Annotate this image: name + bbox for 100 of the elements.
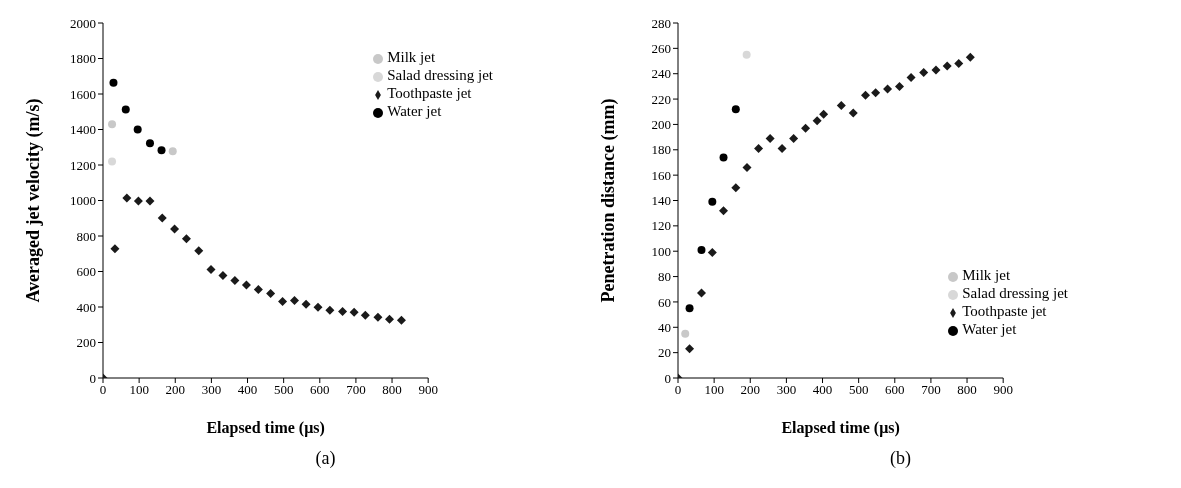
- legend-label: Salad dressing jet: [387, 67, 493, 83]
- y-tick-label: 1000: [70, 193, 96, 209]
- point: [145, 139, 154, 148]
- point: [230, 276, 240, 286]
- point: [819, 109, 829, 119]
- y-tick-label: 1600: [70, 86, 96, 102]
- point: [145, 196, 155, 206]
- point: [241, 280, 251, 290]
- y-tick-label: 600: [76, 264, 96, 280]
- x-tick-label: 100: [704, 382, 724, 398]
- y-tick-label: 120: [651, 218, 671, 234]
- point: [109, 78, 118, 87]
- point: [765, 133, 775, 143]
- y-tick-label: 280: [651, 15, 671, 31]
- y-tick-label: 160: [651, 167, 671, 183]
- point: [396, 315, 406, 325]
- y-tick-label: 800: [76, 228, 96, 244]
- y-tick-label: 1400: [70, 122, 96, 138]
- point: [170, 224, 180, 234]
- x-axis-title: Elapsed time (μs): [206, 419, 325, 437]
- point: [360, 310, 370, 320]
- point: [313, 302, 323, 312]
- y-tick-label: 40: [658, 319, 671, 335]
- point: [697, 245, 706, 254]
- y-tick-label: 1200: [70, 157, 96, 173]
- point: [373, 312, 383, 322]
- y-tick-label: 80: [658, 269, 671, 285]
- x-tick-label: 400: [812, 382, 833, 398]
- x-tick-label: 700: [921, 382, 941, 398]
- point: [754, 144, 764, 154]
- point: [253, 285, 263, 295]
- point: [719, 206, 729, 216]
- point: [919, 67, 929, 77]
- legend-label: Toothpaste jet: [387, 85, 472, 101]
- point: [168, 147, 177, 156]
- point: [731, 183, 741, 193]
- point: [731, 105, 740, 114]
- point: [108, 157, 117, 166]
- y-tick-label: 260: [651, 40, 671, 56]
- y-tick-label: 200: [76, 335, 96, 351]
- point: [110, 244, 120, 254]
- x-tick-label: 200: [740, 382, 761, 398]
- text: (b): [889, 448, 912, 469]
- point: [325, 305, 335, 315]
- point: [108, 120, 117, 129]
- point: [685, 344, 695, 354]
- point: [707, 247, 717, 257]
- point: [801, 123, 811, 133]
- y-tick-label: 400: [76, 299, 96, 315]
- point: [742, 50, 751, 59]
- x-tick-label: 800: [957, 382, 977, 398]
- point: [218, 271, 228, 281]
- point: [871, 88, 881, 98]
- point: [206, 265, 216, 275]
- x-tick-label: 600: [885, 382, 905, 398]
- point: [122, 193, 132, 203]
- point: [266, 289, 276, 299]
- point: [338, 306, 348, 316]
- point: [861, 90, 871, 100]
- text: (a): [314, 448, 337, 469]
- x-tick-label: 500: [273, 382, 294, 398]
- point: [385, 314, 395, 324]
- x-tick-label: 200: [165, 382, 186, 398]
- point: [789, 133, 799, 143]
- point: [719, 153, 728, 162]
- y-axis-title: Penetration distance (mm): [598, 98, 620, 303]
- y-tick-label: 2000: [70, 15, 96, 31]
- point: [289, 295, 299, 305]
- point: [301, 299, 311, 309]
- legend-label: Water jet: [962, 321, 1017, 337]
- point: [349, 307, 359, 317]
- legend-label: Milk jet: [387, 49, 436, 65]
- x-axis-title: Elapsed time (μs): [781, 419, 900, 437]
- point: [194, 246, 204, 256]
- point: [742, 163, 752, 173]
- point: [278, 297, 288, 306]
- point: [133, 125, 142, 134]
- x-tick-label: 500: [848, 382, 869, 398]
- legend-label: Milk jet: [962, 267, 1011, 283]
- point: [121, 105, 130, 114]
- x-tick-label: 0: [674, 382, 682, 398]
- point: [894, 81, 904, 91]
- point: [777, 144, 787, 154]
- y-tick-label: 100: [651, 243, 671, 259]
- point: [696, 288, 706, 298]
- point: [708, 197, 717, 206]
- y-tick-label: 200: [651, 117, 671, 133]
- x-tick-label: 900: [418, 382, 438, 398]
- point: [965, 52, 975, 62]
- point: [157, 146, 166, 155]
- point: [836, 100, 846, 110]
- legend-label: Water jet: [387, 103, 442, 119]
- y-tick-label: 140: [651, 193, 671, 209]
- x-tick-label: 300: [776, 382, 797, 398]
- point: [812, 116, 822, 126]
- point: [906, 73, 916, 83]
- y-tick-label: 0: [89, 370, 96, 386]
- point: [685, 304, 694, 313]
- point: [181, 234, 191, 244]
- x-tick-label: 800: [382, 382, 402, 398]
